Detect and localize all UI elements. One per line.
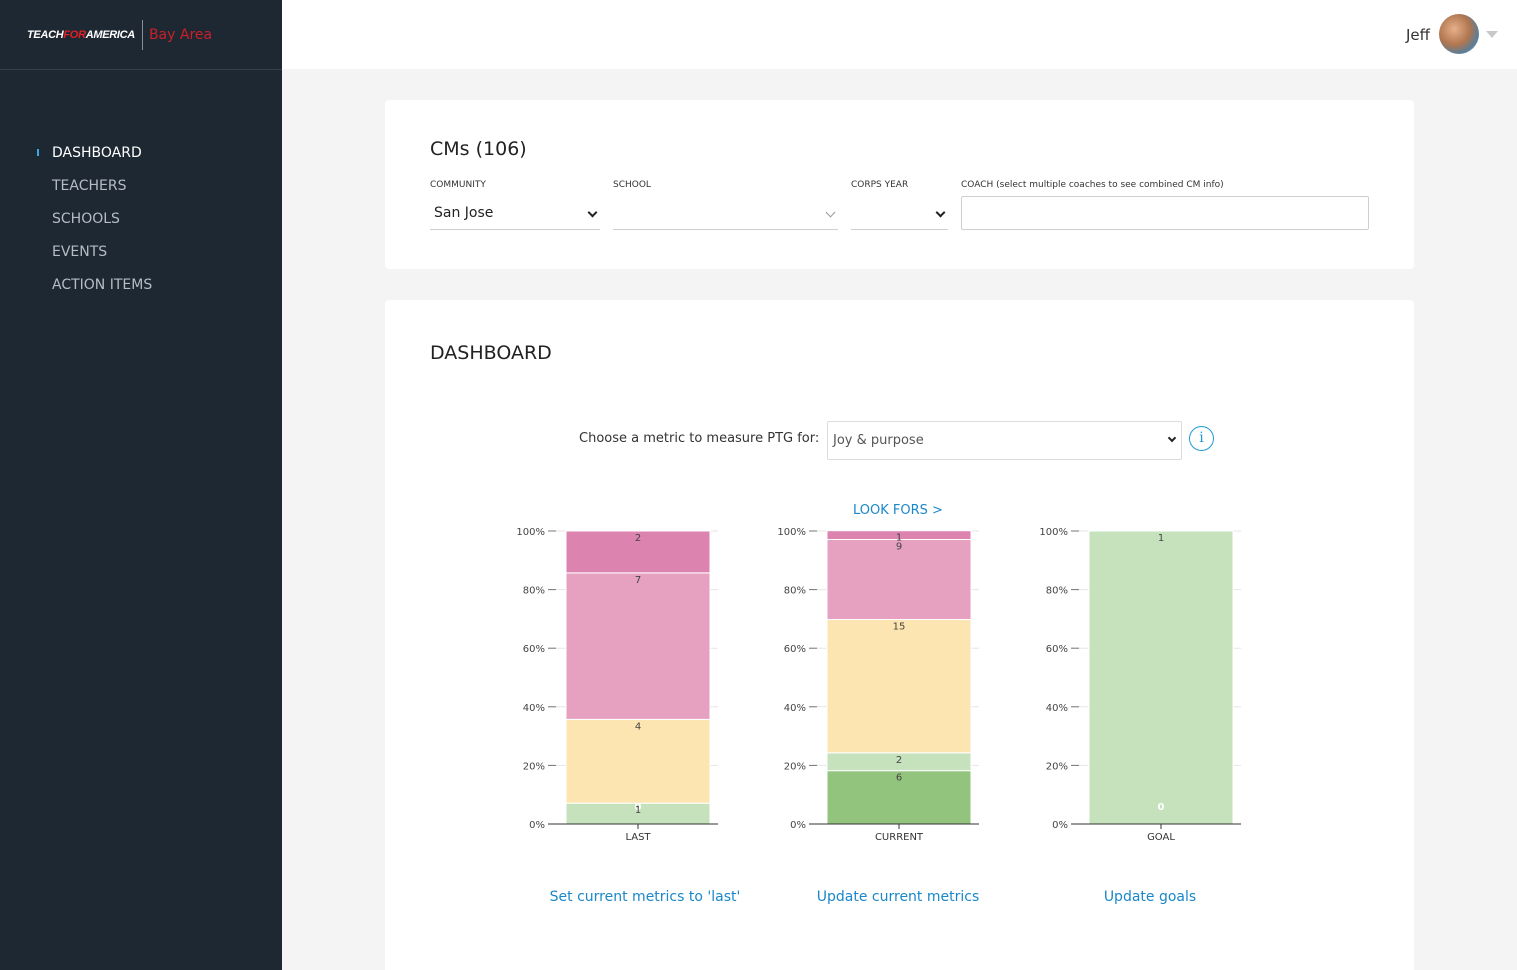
caret-down-icon[interactable] bbox=[1486, 31, 1498, 38]
sidebar-item-dashboard[interactable]: DASHBOARD bbox=[0, 142, 282, 175]
update-goals-link[interactable]: Update goals bbox=[1103, 889, 1197, 905]
sidebar-item-label: TEACHERS bbox=[52, 178, 127, 194]
y-tick-label: 0% bbox=[790, 820, 806, 831]
cms-count-title: CMs (106) bbox=[430, 138, 527, 160]
data-label: 2 bbox=[896, 755, 902, 766]
y-tick-label: 80% bbox=[523, 586, 545, 597]
y-tick-label: 20% bbox=[523, 761, 545, 772]
dashboard-card: DASHBOARD Choose a metric to measure PTG… bbox=[385, 300, 1414, 970]
data-label: 1 bbox=[635, 805, 641, 816]
data-label: 0 bbox=[896, 509, 903, 520]
dashboard-title: DASHBOARD bbox=[430, 342, 552, 364]
bar-segment[interactable] bbox=[1088, 530, 1234, 825]
community-select[interactable]: San Jose bbox=[430, 198, 600, 230]
bar-segment[interactable] bbox=[826, 618, 972, 754]
y-tick-label: 40% bbox=[1046, 703, 1068, 714]
school-select[interactable] bbox=[613, 198, 838, 230]
set-current-to-last-link[interactable]: Set current metrics to 'last' bbox=[549, 889, 741, 905]
community-value: San Jose bbox=[434, 205, 494, 221]
x-tick-label: CURRENT bbox=[875, 832, 924, 843]
community-label: COMMUNITY bbox=[430, 180, 486, 190]
y-tick-label: 0% bbox=[529, 820, 545, 831]
data-label: 0 bbox=[1158, 509, 1165, 520]
x-tick-label: LAST bbox=[625, 832, 651, 843]
sidebar-item-teachers[interactable]: TEACHERS bbox=[0, 175, 282, 208]
data-label: 0 bbox=[1158, 509, 1165, 520]
data-label: 6 bbox=[896, 773, 902, 784]
sidebar-item-schools[interactable]: SCHOOLS bbox=[0, 208, 282, 241]
sidebar-nav: DASHBOARD TEACHERS SCHOOLS EVENTS ACTION… bbox=[0, 142, 282, 307]
data-label: 4 bbox=[635, 721, 641, 732]
data-label: 0 bbox=[1158, 509, 1165, 520]
data-label: 0 bbox=[1158, 802, 1165, 813]
y-tick-label: 80% bbox=[1046, 586, 1068, 597]
chevron-down-icon bbox=[587, 207, 598, 218]
data-label: 0 bbox=[1158, 509, 1165, 520]
avatar[interactable] bbox=[1439, 14, 1479, 54]
y-tick-label: 20% bbox=[1046, 761, 1068, 772]
school-label: SCHOOL bbox=[613, 180, 651, 190]
brand-region: Bay Area bbox=[148, 26, 213, 43]
sidebar-item-label: EVENTS bbox=[52, 244, 108, 260]
y-tick-label: 100% bbox=[777, 527, 806, 538]
metric-label: Choose a metric to measure PTG for: bbox=[579, 431, 820, 446]
y-tick-label: 60% bbox=[784, 644, 806, 655]
metric-select[interactable]: Joy & purpose bbox=[827, 421, 1182, 460]
bar-segment[interactable] bbox=[565, 572, 711, 720]
look-fors-link[interactable]: LOOK FORS > bbox=[853, 503, 943, 518]
y-tick-label: 80% bbox=[784, 586, 806, 597]
coach-input[interactable] bbox=[961, 196, 1369, 230]
sidebar-item-label: DASHBOARD bbox=[52, 145, 142, 161]
update-current-metrics-link[interactable]: Update current metrics bbox=[816, 889, 980, 905]
sidebar-item-events[interactable]: EVENTS bbox=[0, 241, 282, 274]
data-label: 0 bbox=[635, 802, 642, 813]
ptg-charts: LOOK FORS > 0%20%40%60%80%100%014720LAST… bbox=[516, 503, 1241, 843]
coach-label: COACH (select multiple coaches to see co… bbox=[961, 180, 1224, 190]
data-label: 1 bbox=[1158, 533, 1164, 544]
data-label: 15 bbox=[893, 621, 906, 632]
bar-segment[interactable] bbox=[826, 538, 972, 620]
bar-segment[interactable] bbox=[565, 530, 711, 574]
active-marker bbox=[37, 149, 39, 156]
brand-divider bbox=[141, 19, 143, 50]
sidebar-item-action-items[interactable]: ACTION ITEMS bbox=[0, 274, 282, 307]
info-icon[interactable]: i bbox=[1189, 426, 1214, 451]
y-tick-label: 100% bbox=[516, 527, 545, 538]
bar-segment[interactable] bbox=[565, 718, 711, 804]
data-label: 9 bbox=[896, 541, 902, 552]
bar-segment[interactable] bbox=[826, 770, 972, 825]
y-tick-label: 40% bbox=[784, 703, 806, 714]
data-label: 1 bbox=[896, 533, 902, 544]
top-bar: Jeff bbox=[282, 0, 1517, 69]
bar-segment[interactable] bbox=[826, 530, 972, 540]
chevron-down-icon bbox=[825, 207, 836, 218]
metric-value: Joy & purpose bbox=[833, 433, 924, 448]
brand: TEACHFORAMERICA Bay Area bbox=[0, 0, 282, 70]
y-tick-label: 60% bbox=[1046, 644, 1068, 655]
filters-card: CMs (106) COMMUNITY San Jose SCHOOL CORP… bbox=[385, 100, 1414, 269]
y-tick-label: 60% bbox=[523, 644, 545, 655]
chevron-down-icon bbox=[935, 207, 946, 218]
user-name[interactable]: Jeff bbox=[1406, 26, 1430, 44]
tfa-logo[interactable]: TEACHFORAMERICA bbox=[27, 28, 135, 41]
y-tick-label: 20% bbox=[784, 761, 806, 772]
corps-year-select[interactable] bbox=[851, 198, 948, 230]
y-tick-label: 0% bbox=[1052, 820, 1068, 831]
sidebar-item-label: ACTION ITEMS bbox=[52, 277, 153, 293]
x-tick-label: GOAL bbox=[1147, 832, 1175, 843]
corps-year-label: CORPS YEAR bbox=[851, 180, 909, 190]
data-label: 7 bbox=[635, 575, 641, 586]
sidebar: TEACHFORAMERICA Bay Area DASHBOARD TEACH… bbox=[0, 0, 282, 970]
sidebar-item-label: SCHOOLS bbox=[52, 211, 120, 227]
data-label: 2 bbox=[635, 533, 641, 544]
y-tick-label: 100% bbox=[1039, 527, 1068, 538]
y-tick-label: 40% bbox=[523, 703, 545, 714]
data-label: 0 bbox=[635, 509, 642, 520]
